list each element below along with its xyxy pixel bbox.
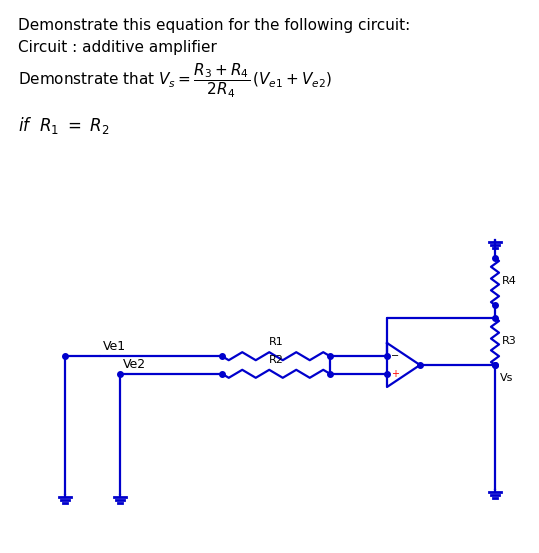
Text: Ve2: Ve2 bbox=[123, 358, 146, 371]
Text: Ve1: Ve1 bbox=[103, 340, 126, 353]
Text: R2: R2 bbox=[268, 355, 284, 365]
Text: Demonstrate that $V_s = \dfrac{R_3+R_4}{2R_4}\,(V_{e1}+V_{e2})$: Demonstrate that $V_s = \dfrac{R_3+R_4}{… bbox=[18, 62, 332, 100]
Text: +: + bbox=[391, 369, 399, 379]
Text: −: − bbox=[391, 351, 399, 361]
Text: R1: R1 bbox=[268, 337, 284, 347]
Text: Demonstrate this equation for the following circuit:: Demonstrate this equation for the follow… bbox=[18, 18, 410, 33]
Text: Circuit : additive amplifier: Circuit : additive amplifier bbox=[18, 40, 217, 55]
Text: R3: R3 bbox=[502, 336, 517, 347]
Text: Vs: Vs bbox=[500, 373, 513, 383]
Text: if  $R_1\ =\ R_2$: if $R_1\ =\ R_2$ bbox=[18, 115, 109, 136]
Text: R4: R4 bbox=[502, 276, 517, 286]
